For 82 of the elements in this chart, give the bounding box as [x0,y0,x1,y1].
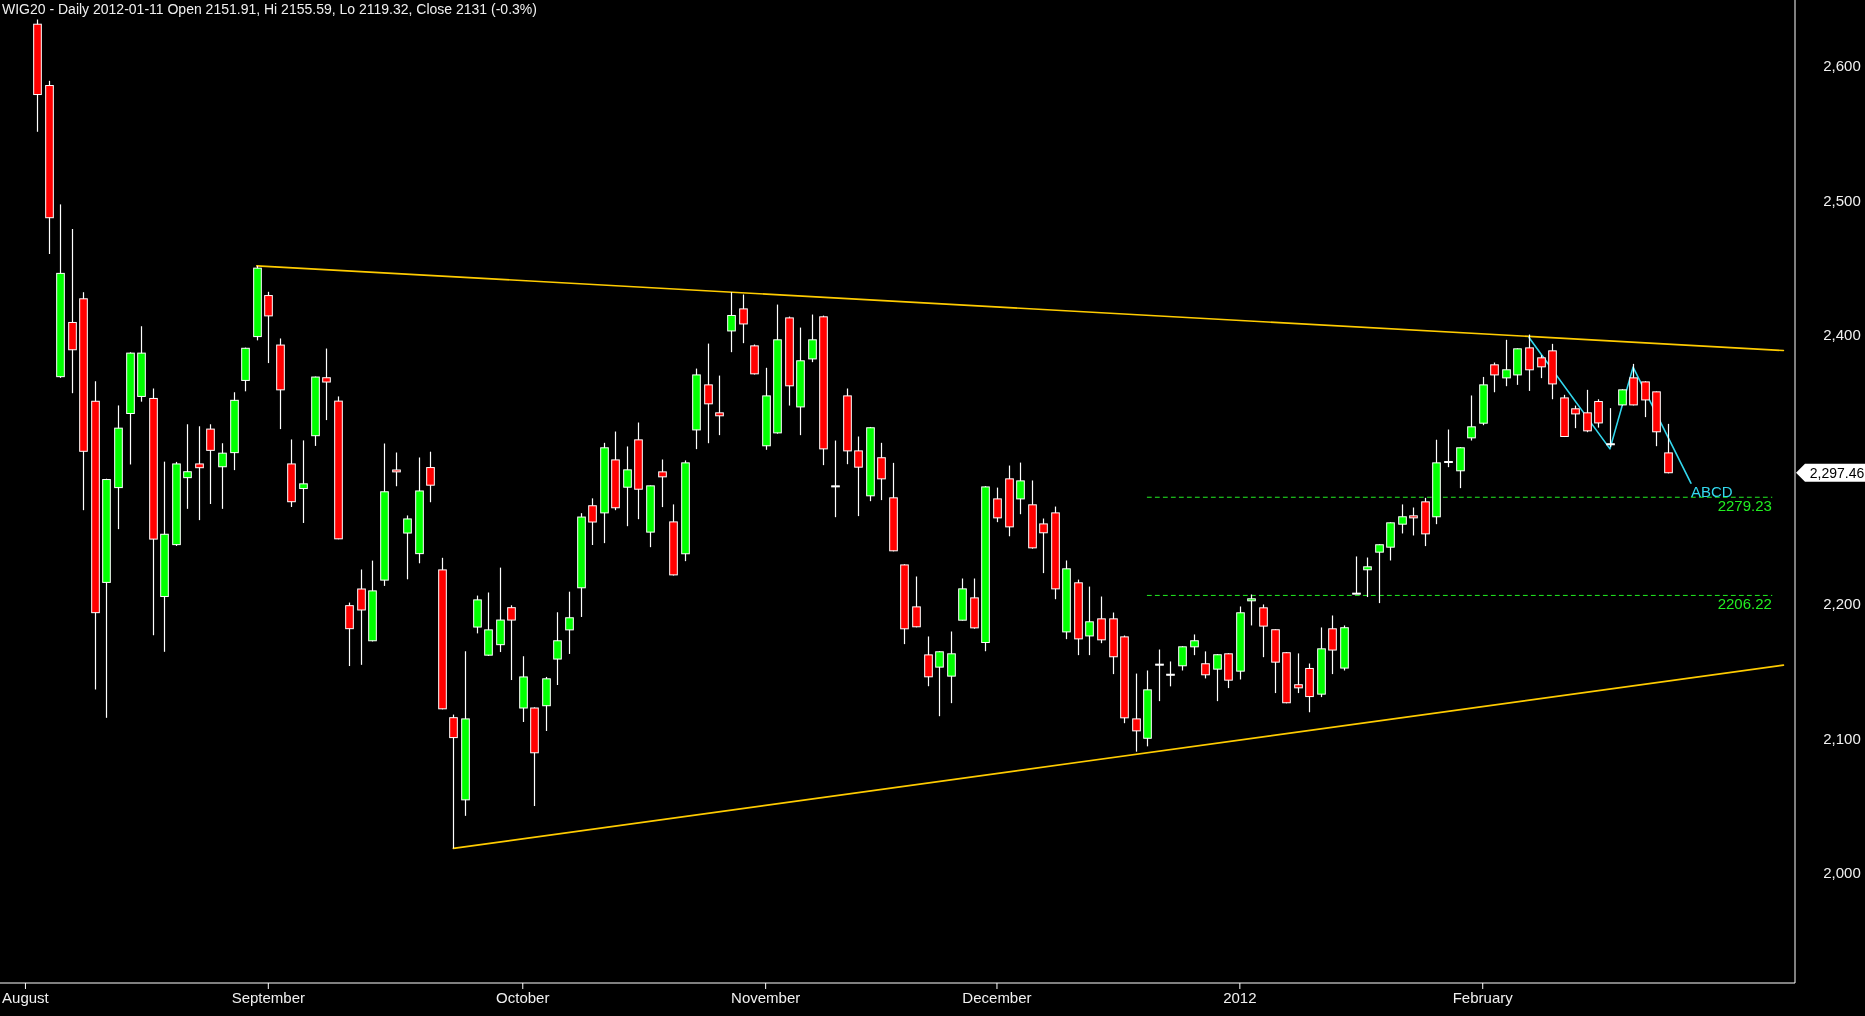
candlestick [426,451,435,503]
candlestick [1328,614,1337,675]
candlestick [565,591,574,655]
candlestick [935,650,944,717]
candlestick [808,313,817,363]
candlestick [1375,543,1384,604]
candlestick [727,291,736,353]
chart-title: WIG20 - Daily 2012-01-11 Open 2151.91, Hi 2155.59, Lo 2119.32, Close 2131 (-0.3%) [2,1,537,17]
candlestick [1467,394,1476,442]
candlestick [299,439,308,524]
x-tick-label: October [496,989,550,1006]
x-tick-label: August [2,989,50,1006]
candlestick [1641,380,1650,418]
candlestick [195,425,204,521]
candlestick [1352,555,1361,595]
x-tick-label: February [1452,989,1514,1006]
y-tick-label: 2,100 [1823,729,1861,747]
candlestick [1398,503,1407,535]
candlestick [1201,650,1210,680]
x-tick-label: September [231,989,306,1006]
line-series [1528,336,1692,484]
y-tick-label: 2,200 [1823,595,1861,613]
candlestick [392,451,401,487]
y-tick-label: 2,297.46 [1809,464,1865,481]
candlestick [831,439,840,518]
candlestick [1444,428,1453,468]
candlestick [264,291,273,364]
candlestick [1571,404,1580,429]
candlestick [1097,595,1106,644]
candlestick [947,630,956,704]
candlestick [588,497,597,546]
candlestick [553,611,562,686]
candlestick [1085,585,1094,656]
candlestick [507,604,516,681]
x-tick-label: December [962,989,1032,1006]
candlestick [403,514,412,580]
x-tick-label: November [731,989,801,1006]
candlestick [854,435,863,517]
x-tick-label: 2012 [1223,989,1257,1006]
candlestick [1132,672,1141,753]
candlestick [218,442,227,510]
candlestick [1583,389,1592,433]
candlestick [1166,660,1175,687]
candlestick [1155,648,1164,702]
candlestick [1039,517,1048,574]
candlestick [1456,446,1465,489]
y-tick-label: 2,500 [1823,191,1861,209]
candlestick [1294,652,1303,694]
candlestick [715,374,724,436]
candlestick [912,575,921,628]
candlestick [1178,645,1187,672]
candlestick [357,568,366,666]
candlestick [1016,461,1025,515]
candlestick [1606,407,1615,448]
candlestick [1259,603,1268,658]
y-tick-label: 2,600 [1823,57,1861,75]
candlestick [1363,556,1372,598]
y-tick-label: 2,400 [1823,326,1861,344]
candlestick [1502,339,1511,387]
candlestick [345,601,354,667]
series-label: 2206.22 [1717,595,1772,613]
candlestick [1525,333,1534,392]
candlestick [449,713,458,849]
candlestick [924,635,933,687]
candlestick [1664,423,1673,474]
candlestick [1247,593,1256,627]
candlestick [1213,653,1222,702]
candlestick [183,423,192,510]
candlestick [1537,354,1546,379]
candlestick [1594,398,1603,429]
candlestick [1190,633,1199,656]
candlestick [623,445,632,527]
candlestick [739,293,748,344]
candlestick [658,458,667,508]
candlestick [322,347,331,421]
y-tick-label: 2,000 [1823,864,1861,882]
candlestick [206,423,215,505]
candlestick [1490,361,1499,393]
candlestick [1409,506,1418,537]
candlestick [993,487,1002,523]
candlestick [704,342,713,444]
candlestick [877,442,886,501]
